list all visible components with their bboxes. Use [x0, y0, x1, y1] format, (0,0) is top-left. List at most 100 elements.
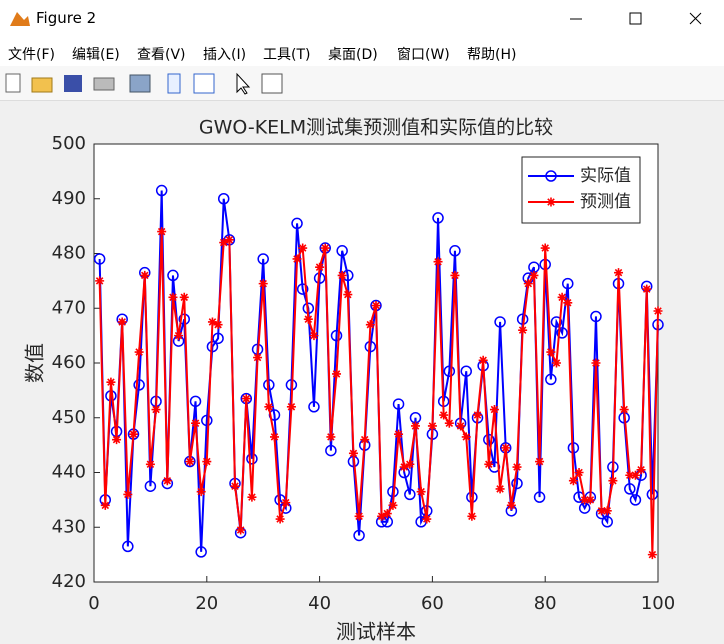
x-tick-label: 0 — [88, 593, 99, 614]
marker — [484, 459, 494, 469]
marker — [478, 355, 488, 365]
marker — [201, 414, 213, 427]
menu-item[interactable]: 帮助(H) — [467, 47, 517, 63]
marker — [601, 516, 613, 528]
pointer-icon[interactable] — [236, 72, 251, 95]
marker — [646, 488, 659, 501]
app-icon — [10, 12, 30, 26]
marker — [473, 410, 483, 420]
marker — [167, 269, 179, 282]
marker — [174, 331, 184, 341]
marker — [348, 448, 358, 458]
marker — [275, 514, 285, 524]
marker — [343, 290, 353, 300]
marker — [93, 253, 106, 265]
marker — [557, 292, 567, 302]
x-axis-label: 测试样本 — [336, 620, 416, 644]
marker — [585, 495, 595, 505]
marker — [128, 429, 138, 439]
chart: GWO-KELM测试集预测值和实际值的比较 测试样本 数值 420 430 440 4… — [23, 117, 676, 644]
marker — [608, 476, 618, 486]
marker — [388, 500, 398, 510]
menu-item[interactable]: 工具(T) — [263, 47, 311, 63]
marker — [257, 253, 269, 265]
marker — [512, 462, 522, 472]
marker — [545, 373, 557, 386]
menu-bar: 文件(F) 编辑(E) 查看(V) 插入(I) 工具(T) 桌面(D) 窗口(W… — [0, 38, 724, 66]
save-icon[interactable] — [64, 75, 82, 92]
marker — [134, 347, 144, 357]
marker — [456, 421, 466, 431]
marker — [189, 395, 202, 408]
menu-item[interactable]: 窗口(W) — [397, 47, 450, 63]
marker — [556, 327, 568, 339]
marker — [371, 301, 381, 311]
y-tick-label: 420 — [52, 571, 86, 592]
marker — [591, 358, 601, 368]
marker — [151, 405, 161, 415]
marker — [308, 401, 320, 413]
menu-item[interactable]: 编辑(E) — [72, 47, 120, 63]
marker — [619, 405, 629, 415]
marker — [144, 480, 157, 492]
marker — [247, 492, 257, 502]
marker — [264, 402, 274, 412]
marker — [246, 453, 258, 465]
menu-item[interactable]: 文件(F) — [8, 47, 55, 63]
marker — [647, 550, 657, 560]
marker — [410, 421, 420, 431]
link-icon[interactable] — [129, 74, 151, 93]
marker — [330, 329, 343, 342]
marker — [518, 325, 528, 335]
marker — [325, 444, 337, 457]
marker — [529, 270, 539, 280]
marker — [495, 484, 505, 494]
marker — [217, 193, 230, 205]
marker — [296, 283, 309, 295]
marker — [337, 270, 347, 280]
marker — [155, 184, 168, 197]
x-tick-label: 20 — [195, 593, 218, 614]
marker — [123, 489, 133, 499]
marker — [394, 429, 404, 439]
maximize-button[interactable] — [629, 12, 642, 25]
marker — [563, 298, 573, 308]
menu-item[interactable]: 查看(V) — [137, 47, 186, 63]
marker — [653, 306, 663, 316]
marker — [546, 347, 556, 357]
marker — [382, 509, 392, 519]
print-icon[interactable] — [93, 77, 115, 91]
menu-item[interactable]: 插入(I) — [203, 47, 247, 63]
toolbar-icons — [5, 72, 283, 95]
window-controls — [10, 12, 702, 26]
colorbar-icon[interactable] — [167, 73, 181, 94]
open-icon[interactable] — [31, 77, 53, 93]
marker — [291, 217, 303, 230]
legend-marker — [546, 197, 556, 207]
marker — [207, 317, 217, 327]
marker — [122, 540, 134, 553]
window-title: Figure 2 — [36, 9, 97, 27]
legend-icon[interactable] — [193, 73, 215, 94]
marker — [303, 314, 313, 324]
y-tick-label: 490 — [52, 188, 86, 209]
marker — [241, 394, 251, 404]
marker — [95, 276, 105, 286]
marker — [320, 243, 330, 253]
marker — [450, 270, 460, 280]
new-icon[interactable] — [5, 73, 21, 93]
y-tick-label: 480 — [52, 243, 86, 264]
marker — [269, 432, 279, 442]
marker — [365, 320, 375, 330]
marker — [494, 316, 506, 328]
dock-icon[interactable] — [261, 73, 283, 94]
marker — [162, 476, 172, 486]
legend-marker — [545, 170, 557, 182]
marker — [145, 459, 155, 469]
close-button[interactable] — [689, 12, 702, 25]
menu-item[interactable]: 桌面(D) — [328, 47, 378, 63]
marker — [404, 488, 416, 501]
marker — [460, 365, 472, 377]
marker — [117, 317, 127, 327]
